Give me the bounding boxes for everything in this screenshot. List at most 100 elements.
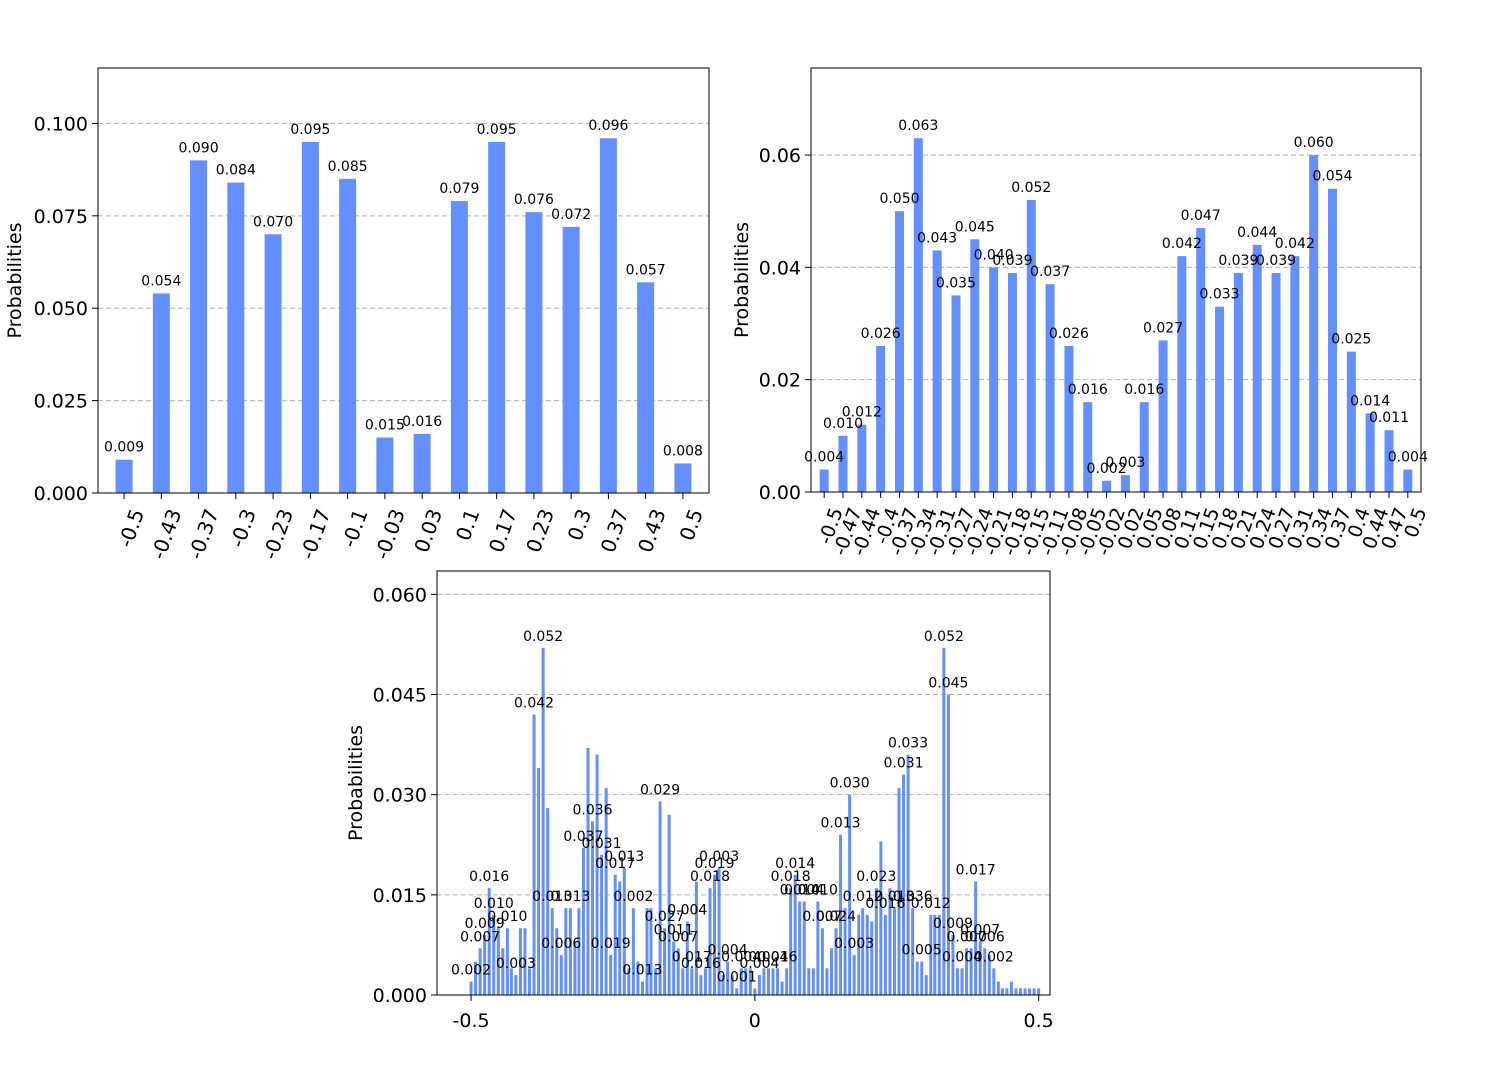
y-tick-label: 0.075 — [34, 206, 88, 228]
x-tick-label: 0 — [749, 1010, 761, 1032]
data-label: 0.026 — [1049, 326, 1089, 342]
bar — [920, 961, 924, 995]
x-tick-label: -0.17 — [295, 506, 335, 563]
bar — [1007, 272, 1017, 492]
bar — [1009, 981, 1013, 995]
bar — [915, 961, 919, 995]
bar — [301, 141, 319, 494]
bar — [870, 921, 874, 995]
chart-top-left: 0.009 0.054 0.090 0.084 0.070 0.095 0.085 0.015… — [4, 67, 710, 563]
bar — [190, 160, 208, 494]
data-label: 0.013 — [532, 889, 572, 905]
data-label: 0.013 — [622, 963, 662, 979]
data-label: 0.045 — [955, 219, 995, 235]
y-tick-label: 0.02 — [759, 370, 801, 392]
data-label: 0.013 — [604, 849, 644, 865]
data-label: 0.017 — [672, 949, 712, 965]
bar — [924, 974, 928, 995]
bar — [528, 968, 532, 995]
bar — [1023, 988, 1027, 995]
bar — [537, 767, 541, 995]
bar — [672, 941, 676, 995]
data-label: 0.070 — [253, 214, 293, 230]
x-tick-label: 0.23 — [521, 506, 559, 556]
data-label: 0.012 — [843, 889, 883, 905]
bar — [690, 968, 694, 995]
bar — [829, 948, 833, 995]
bar — [627, 968, 631, 995]
x-tick-label: -0.3 — [225, 506, 261, 551]
bar — [876, 345, 886, 492]
bar — [937, 914, 941, 995]
bar — [694, 881, 698, 995]
bar — [757, 974, 761, 995]
x-tick-label: -0.23 — [258, 506, 298, 563]
bar — [996, 981, 1000, 995]
bar — [514, 974, 518, 995]
bar — [1026, 199, 1036, 492]
data-label: 0.040 — [974, 247, 1014, 263]
data-label: 0.016 — [1068, 382, 1108, 398]
x-tick-label: -0.1 — [337, 506, 373, 551]
chart-bottom: 0.0020.0070.0090.0160.0100.0100.0030.042… — [345, 570, 1054, 1032]
y-tick-label: 0.015 — [373, 885, 427, 907]
bar — [546, 808, 550, 995]
bar — [1177, 256, 1187, 492]
bar — [874, 888, 878, 995]
bar — [970, 239, 980, 492]
data-label: 0.085 — [328, 159, 368, 175]
bar — [1014, 988, 1018, 995]
bar — [509, 968, 513, 995]
plot-frame — [436, 570, 1051, 996]
bar — [573, 941, 577, 995]
bar — [1346, 351, 1356, 492]
bar — [115, 459, 133, 493]
bar — [564, 908, 568, 995]
x-tick-label: 0.37 — [596, 506, 634, 556]
bar — [376, 437, 394, 493]
x-tick-label: -0.5 — [453, 1010, 490, 1032]
bar — [888, 888, 892, 995]
data-label: 0.017 — [956, 862, 996, 878]
data-label: 0.052 — [523, 629, 563, 645]
bar — [699, 974, 703, 995]
bar — [469, 981, 473, 995]
data-label: 0.007 — [802, 909, 842, 925]
bar — [739, 968, 743, 995]
bar — [658, 801, 662, 995]
bar — [1252, 244, 1262, 492]
y-tick-label: 0.04 — [759, 257, 801, 279]
data-label: 0.002 — [613, 889, 653, 905]
bar — [264, 234, 282, 493]
data-label: 0.039 — [1218, 253, 1258, 269]
data-label: 0.004 — [804, 450, 844, 466]
data-label: 0.030 — [830, 776, 870, 792]
data-label: 0.003 — [834, 936, 874, 952]
data-label: 0.004 — [667, 903, 707, 919]
bar — [1384, 430, 1394, 492]
bar — [488, 141, 506, 494]
data-label: 0.015 — [365, 418, 405, 434]
bar — [586, 747, 590, 995]
bar — [595, 754, 599, 995]
data-label: 0.079 — [439, 181, 479, 197]
data-label: 0.002 — [451, 963, 491, 979]
bar — [599, 138, 617, 493]
bar — [604, 788, 608, 995]
bar — [1158, 340, 1168, 492]
data-label: 0.010 — [798, 883, 838, 899]
bar — [568, 908, 572, 995]
bar — [802, 901, 806, 995]
plot-frame — [97, 67, 710, 494]
data-label: 0.014 — [780, 883, 820, 899]
data-label: 0.026 — [861, 326, 901, 342]
bar — [1102, 480, 1112, 492]
data-label: 0.006 — [965, 929, 1005, 945]
data-label: 0.017 — [595, 856, 635, 872]
y-tick-label: 0.00 — [759, 482, 801, 504]
bar — [735, 988, 739, 995]
x-tick-label: 0.5 — [1024, 1010, 1054, 1032]
bar — [478, 948, 482, 995]
data-label: 0.004 — [708, 943, 748, 959]
